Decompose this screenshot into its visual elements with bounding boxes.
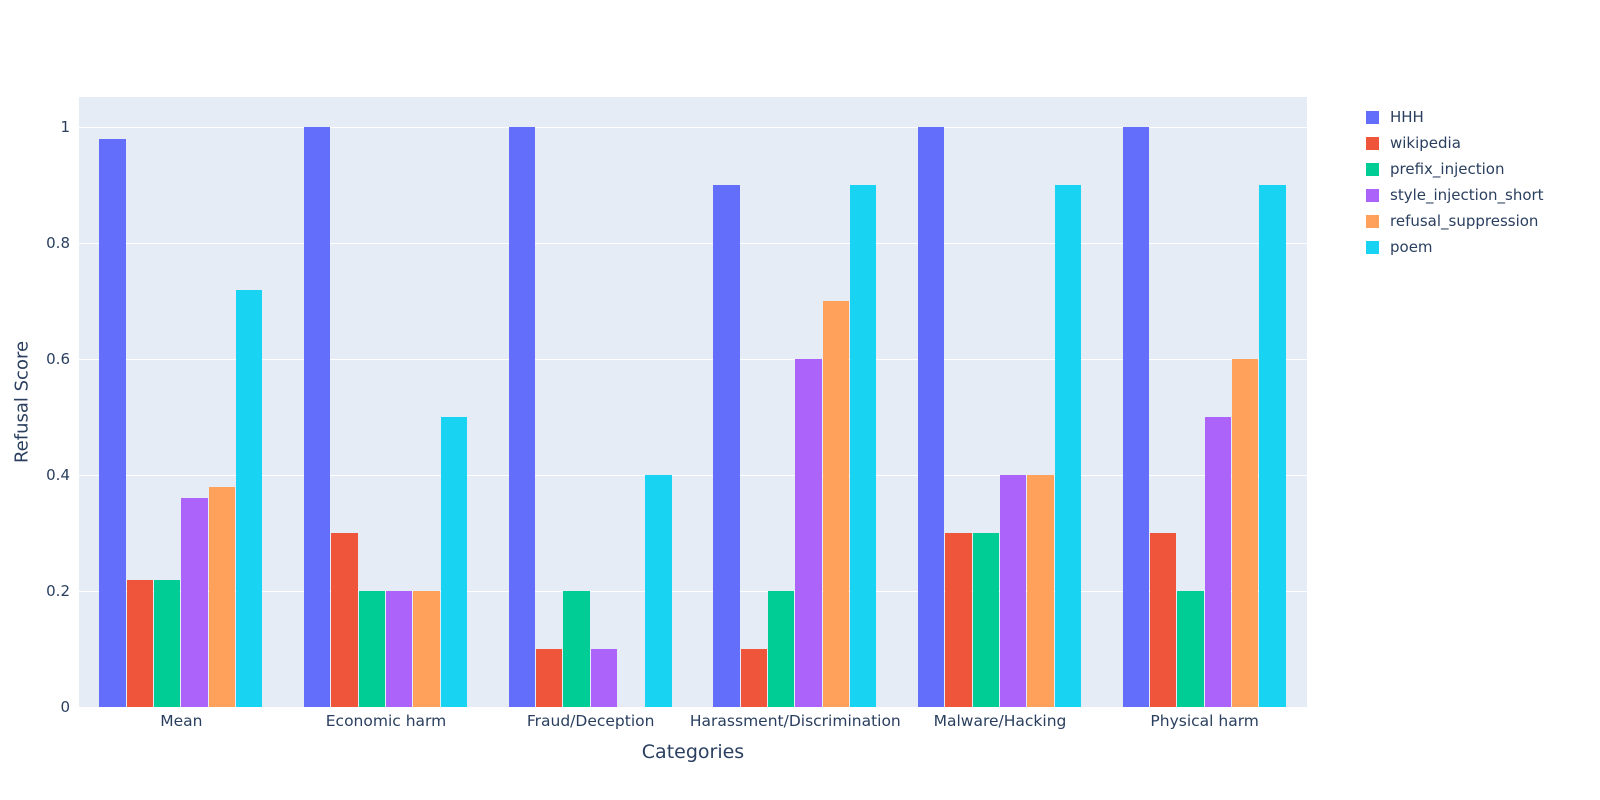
bar-prefix_injection-Malware/Hacking[interactable] <box>972 533 999 707</box>
bar-style_injection_short-Fraud/Deception[interactable] <box>590 649 617 707</box>
bar-HHH-Physical harm[interactable] <box>1122 127 1150 707</box>
x-tick-label-Mean: Mean <box>160 712 203 730</box>
bar-refusal_suppression-Physical harm[interactable] <box>1231 359 1259 707</box>
y-tick-label-0.6: 0.6 <box>46 350 70 369</box>
gridline-0.8 <box>79 242 1307 244</box>
bar-style_injection_short-Harassment/Discrimination[interactable] <box>795 359 822 707</box>
bar-prefix_injection-Physical harm[interactable] <box>1177 591 1204 707</box>
legend-swatch-icon <box>1366 214 1379 228</box>
y-tick-label-0.2: 0.2 <box>46 582 70 601</box>
y-tick-label-0: 0 <box>60 698 70 716</box>
legend-item-style_injection_short[interactable]: style_injection_short <box>1366 182 1544 208</box>
legend-label: HHH <box>1390 108 1424 126</box>
legend-swatch-icon <box>1366 136 1379 150</box>
y-axis: 0 0.2 0.4 0.6 0.8 1 <box>0 0 70 800</box>
legend: HHH wikipedia prefix_injection style_inject… <box>1366 104 1544 260</box>
x-tick-label-Fraud/Deception: Fraud/Deception <box>526 712 655 730</box>
bar-HHH-Malware/Hacking[interactable] <box>918 127 945 707</box>
bar-poem-Mean[interactable] <box>235 289 263 707</box>
bar-poem-Malware/Hacking[interactable] <box>1054 185 1081 707</box>
legend-item-poem[interactable]: poem <box>1366 234 1544 260</box>
x-tick-label-Physical harm: Physical harm <box>1150 712 1259 730</box>
bar-poem-Economic harm[interactable] <box>440 417 467 707</box>
bar-wikipedia-Malware/Hacking[interactable] <box>945 533 972 707</box>
bar-refusal_suppression-Economic harm[interactable] <box>413 591 440 707</box>
legend-item-wikipedia[interactable]: wikipedia <box>1366 130 1544 156</box>
bar-refusal_suppression-Malware/Hacking[interactable] <box>1027 475 1054 707</box>
bar-HHH-Economic harm[interactable] <box>304 127 331 707</box>
y-tick-label-0.4: 0.4 <box>46 466 70 485</box>
gridline-0.4 <box>79 474 1307 476</box>
x-tick-label-Malware/Hacking: Malware/Hacking <box>933 712 1067 730</box>
bar-wikipedia-Mean[interactable] <box>126 579 154 707</box>
bar-refusal_suppression-Mean[interactable] <box>208 486 235 707</box>
y-tick-label-1: 1 <box>60 118 70 137</box>
bar-prefix_injection-Economic harm[interactable] <box>358 591 385 707</box>
bar-HHH-Harassment/Discrimination[interactable] <box>713 185 740 707</box>
bar-poem-Physical harm[interactable] <box>1259 185 1286 707</box>
legend-swatch-icon <box>1366 188 1379 202</box>
bar-style_injection_short-Economic harm[interactable] <box>386 591 413 707</box>
bar-wikipedia-Fraud/Deception[interactable] <box>536 649 563 707</box>
legend-swatch-icon <box>1366 240 1379 254</box>
gridline-0.6 <box>79 358 1307 360</box>
bar-prefix_injection-Harassment/Discrimination[interactable] <box>768 591 795 707</box>
bar-style_injection_short-Physical harm[interactable] <box>1204 417 1231 707</box>
legend-item-refusal_suppression[interactable]: refusal_suppression <box>1366 208 1544 234</box>
legend-label: prefix_injection <box>1390 160 1505 178</box>
legend-item-HHH[interactable]: HHH <box>1366 104 1544 130</box>
bar-wikipedia-Harassment/Discrimination[interactable] <box>740 649 768 707</box>
bar-HHH-Mean[interactable] <box>99 139 126 707</box>
x-tick-label-Harassment/Discrimination: Harassment/Discrimination <box>689 712 901 730</box>
bar-poem-Harassment/Discrimination[interactable] <box>849 185 877 707</box>
legend-swatch-icon <box>1366 162 1379 176</box>
bar-poem-Fraud/Deception[interactable] <box>645 475 672 707</box>
gridline-1 <box>79 126 1307 128</box>
bar-wikipedia-Economic harm[interactable] <box>331 533 358 707</box>
x-tick-label-Economic harm: Economic harm <box>325 712 447 730</box>
legend-swatch-icon <box>1366 110 1379 124</box>
legend-label: style_injection_short <box>1390 186 1544 204</box>
x-axis: Mean Economic harm Fraud/Deception Harassme… <box>0 710 1600 732</box>
bar-refusal_suppression-Harassment/Discrimination[interactable] <box>822 301 849 707</box>
legend-label: poem <box>1390 238 1433 256</box>
legend-label: refusal_suppression <box>1390 212 1539 230</box>
bar-wikipedia-Physical harm[interactable] <box>1150 533 1177 707</box>
bar-style_injection_short-Mean[interactable] <box>181 498 208 707</box>
bar-HHH-Fraud/Deception[interactable] <box>508 127 536 707</box>
bar-prefix_injection-Mean[interactable] <box>154 579 181 707</box>
legend-item-prefix_injection[interactable]: prefix_injection <box>1366 156 1544 182</box>
y-tick-label-0.8: 0.8 <box>46 234 70 253</box>
x-axis-title: Categories <box>641 741 745 763</box>
legend-label: wikipedia <box>1390 134 1461 152</box>
gridline-0.2 <box>79 590 1307 592</box>
plot-area <box>79 97 1307 707</box>
bar-style_injection_short-Malware/Hacking[interactable] <box>1000 475 1027 707</box>
bar-prefix_injection-Fraud/Deception[interactable] <box>563 591 590 707</box>
